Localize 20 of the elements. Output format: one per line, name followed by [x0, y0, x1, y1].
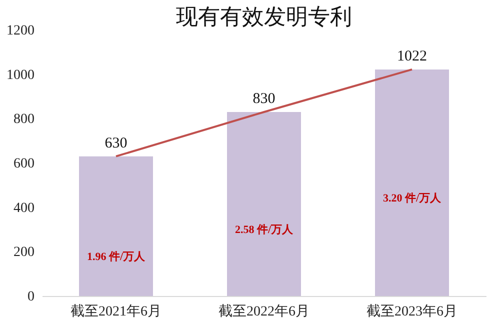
x-tick-label: 截至2022年6月	[218, 304, 310, 320]
bar	[375, 69, 449, 296]
x-tick-label: 截至2023年6月	[366, 304, 458, 320]
bar	[79, 156, 153, 296]
y-tick-label: 1200	[6, 24, 34, 38]
y-tick-label: 400	[14, 200, 34, 216]
data-label: 630	[104, 135, 128, 152]
y-tick-label: 1000	[6, 68, 34, 83]
x-tick-label: 截至2021年6月	[70, 304, 162, 320]
data-label: 830	[252, 91, 276, 108]
y-tick-label: 600	[14, 156, 34, 172]
y-tick-label: 0	[28, 290, 34, 304]
y-tick-label: 200	[14, 245, 34, 260]
chart-title: 现有有效发明专利	[176, 5, 352, 30]
annotation: 3.20 件/万人	[382, 192, 442, 205]
annotation: 1.96 件/万人	[86, 250, 146, 263]
data-label: 1022	[397, 48, 427, 64]
y-tick-label: 800	[14, 112, 34, 128]
bar	[227, 112, 301, 296]
annotation: 2.58 件/万人	[234, 222, 294, 236]
